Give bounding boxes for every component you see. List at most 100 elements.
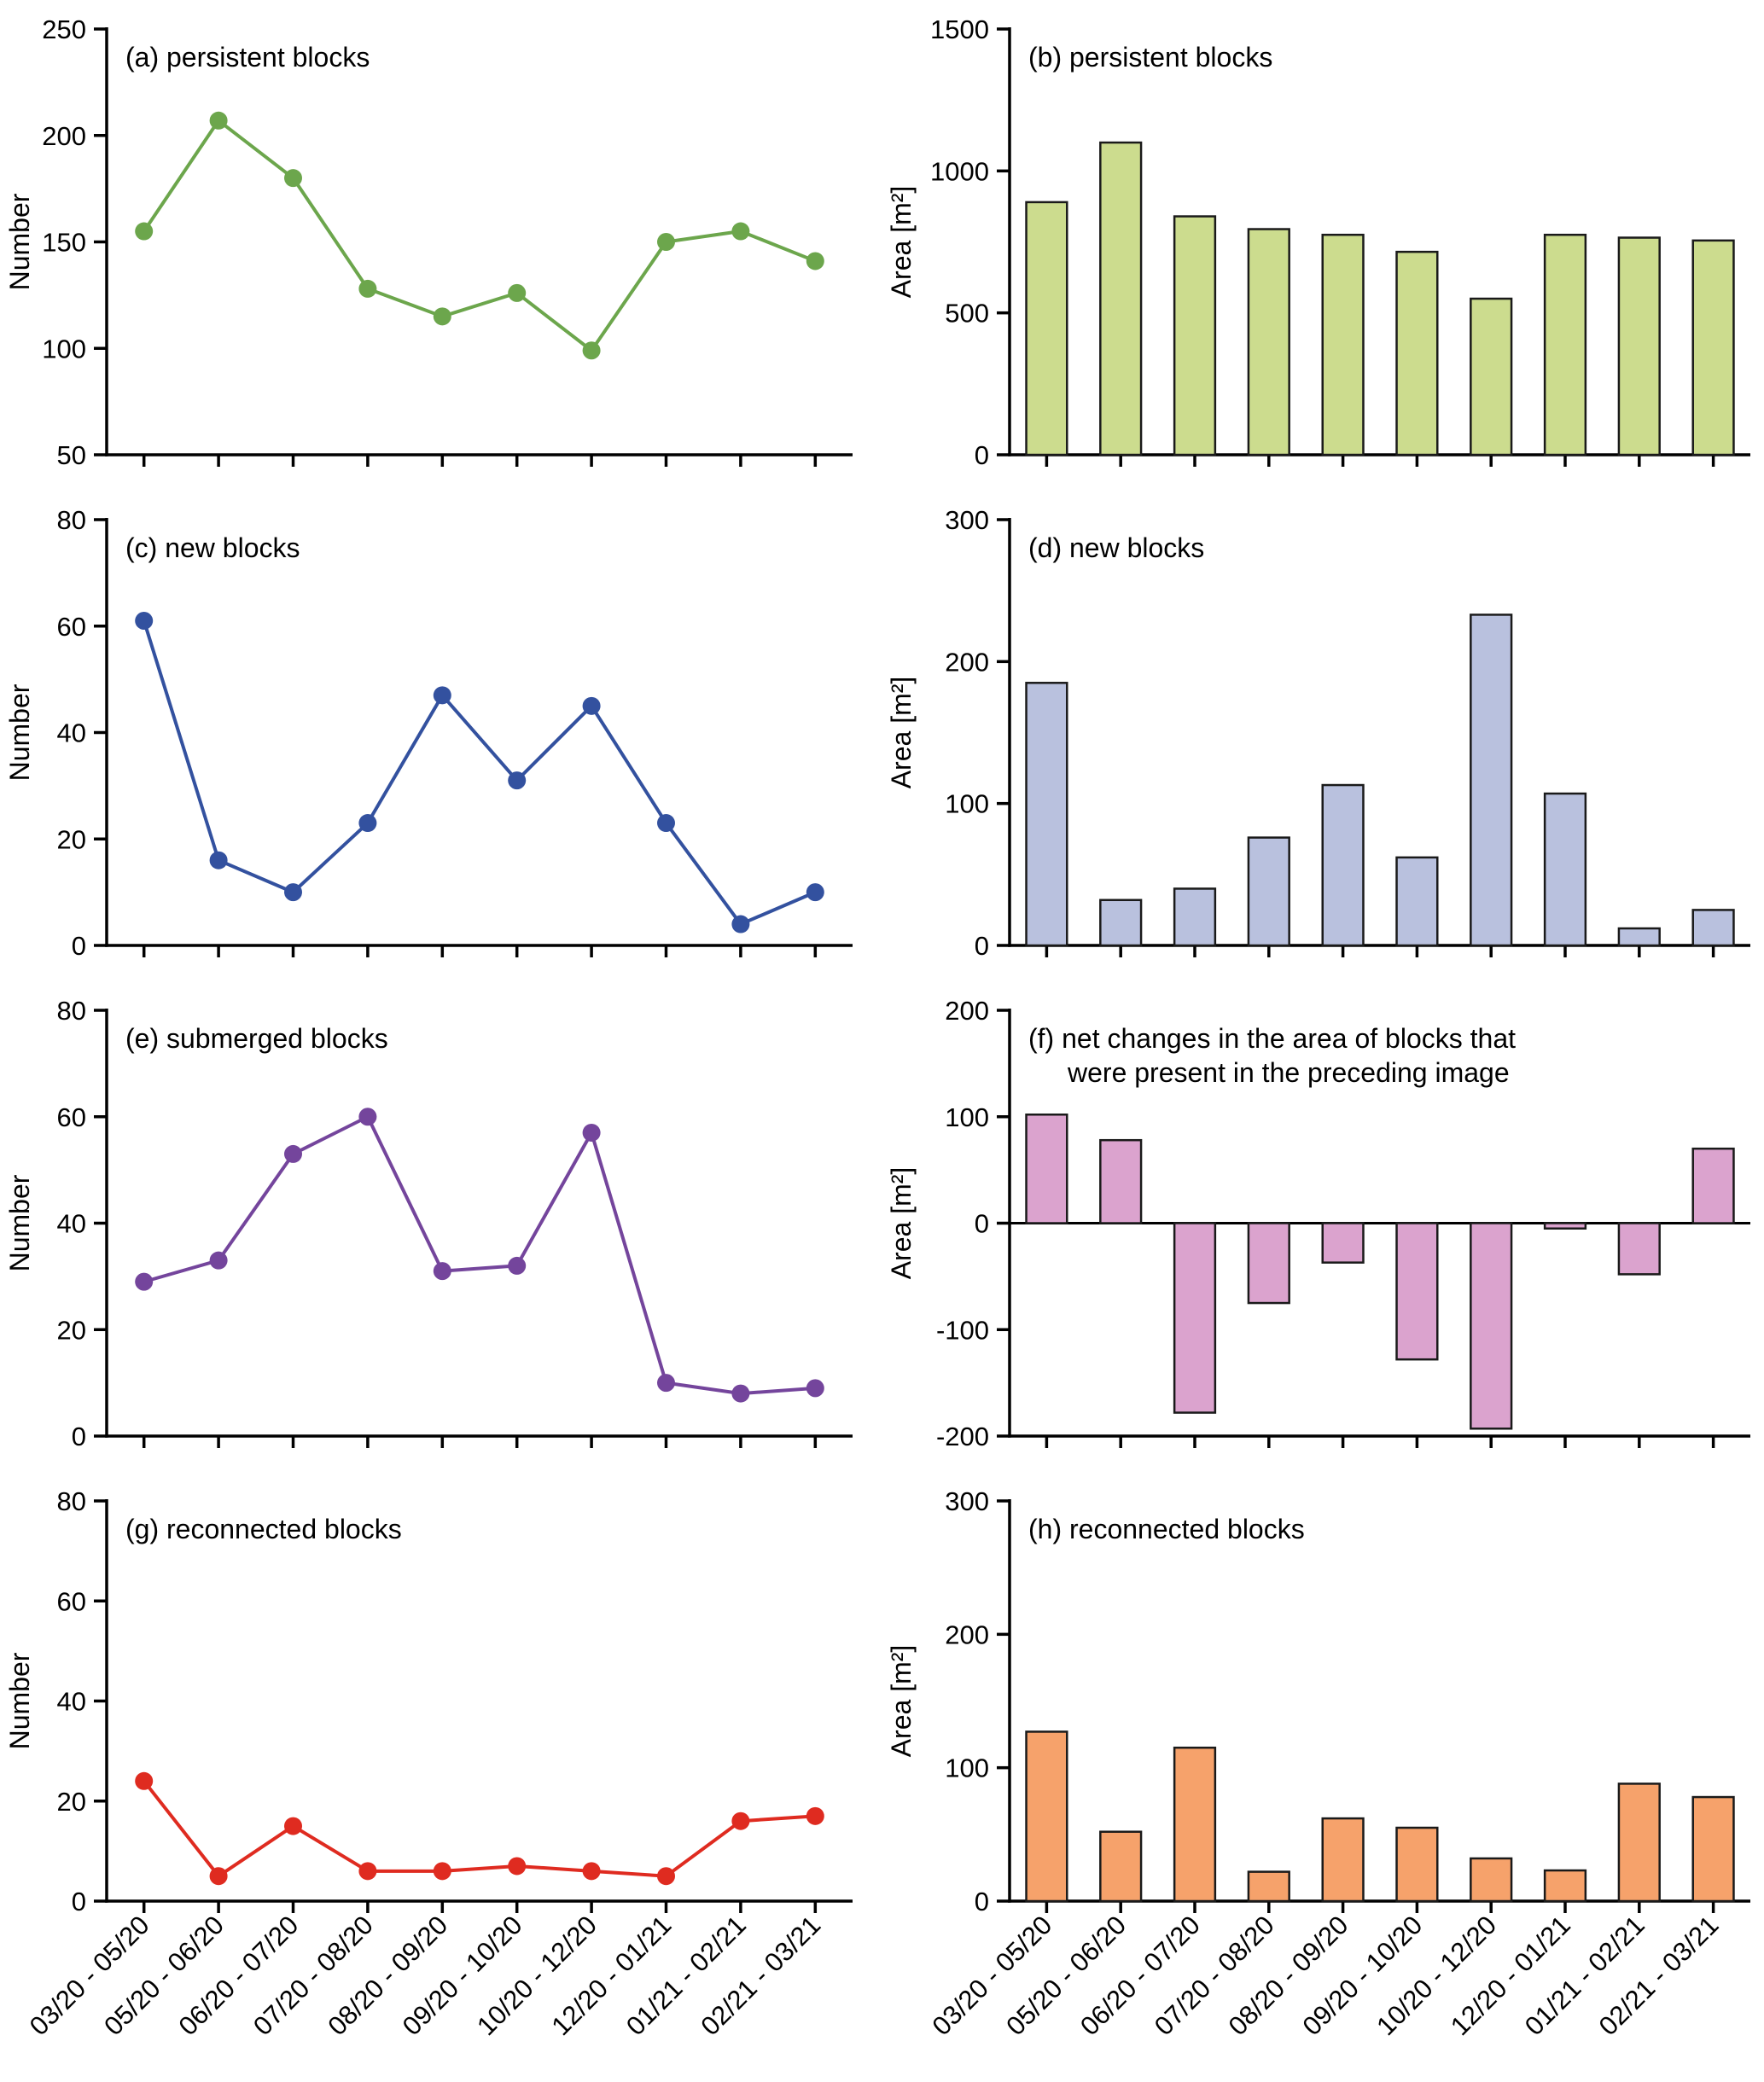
data-point-marker bbox=[582, 341, 601, 360]
y-tick-label: 20 bbox=[57, 1315, 86, 1345]
bar bbox=[1543, 1869, 1587, 1903]
data-point-marker bbox=[731, 1384, 750, 1403]
panel-e-submerged-blocks-number: 0 20 40 60 80 Number (e) submerged blocks bbox=[0, 981, 882, 1472]
y-tick-label: 0 bbox=[975, 1887, 989, 1916]
data-point-marker bbox=[582, 1862, 601, 1881]
y-tick-label: 40 bbox=[57, 1209, 86, 1239]
y-tick-label: 500 bbox=[945, 299, 989, 329]
data-point-marker bbox=[135, 1272, 154, 1291]
data-point-marker bbox=[657, 814, 675, 833]
data-point-marker bbox=[209, 1867, 228, 1886]
bar bbox=[1543, 792, 1587, 947]
panel-a-persistent-blocks-number: 50 100 150 200 250 Number (a) persistent block… bbox=[0, 0, 882, 491]
data-point-marker bbox=[731, 1812, 750, 1830]
data-point-marker bbox=[433, 307, 451, 326]
y-tick-label: 0 bbox=[975, 1209, 989, 1239]
bar bbox=[1617, 236, 1661, 457]
data-point-marker bbox=[731, 915, 750, 933]
bar bbox=[1247, 228, 1290, 457]
chart-f-svg: -200 -100 0 100 200 Area [m²] (f) net changes … bbox=[886, 996, 1750, 1451]
y-tick-label: 200 bbox=[945, 996, 989, 1026]
y-tick-label: 0 bbox=[72, 1887, 86, 1916]
y-axis-label: Area [m²] bbox=[886, 1645, 917, 1758]
data-point-marker bbox=[508, 771, 527, 790]
bar bbox=[1395, 1222, 1439, 1361]
panel-f-net-changes-area: -200 -100 0 100 200 Area [m²] (f) net changes … bbox=[882, 981, 1764, 1472]
data-point-marker bbox=[657, 233, 675, 251]
bar bbox=[1470, 1222, 1513, 1430]
chart-c-svg: 0 20 40 60 80 Number (c) new blocks bbox=[4, 505, 853, 961]
panel-h-reconnected-blocks-area: 0 100 200 300 03/20 - 05/20 05/20 - 06/20 06/2… bbox=[882, 1472, 1764, 2082]
chart-e-svg: 0 20 40 60 80 Number (e) submerged blocks bbox=[4, 996, 853, 1451]
bar bbox=[1321, 233, 1365, 457]
bar bbox=[1173, 1222, 1217, 1414]
bar bbox=[1691, 909, 1735, 947]
data-point-marker bbox=[358, 279, 377, 298]
y-axis-label: Area [m²] bbox=[886, 1167, 917, 1280]
panel-c-new-blocks-number: 0 20 40 60 80 Number (c) new blocks bbox=[0, 491, 882, 981]
data-point-marker bbox=[358, 1862, 377, 1881]
bar bbox=[1617, 1782, 1661, 1903]
y-tick-label: 60 bbox=[57, 1102, 86, 1132]
bar bbox=[1470, 1857, 1513, 1903]
y-tick-label: 300 bbox=[945, 505, 989, 535]
bar bbox=[1321, 1817, 1365, 1903]
data-point-marker bbox=[135, 222, 154, 241]
bar bbox=[1321, 1222, 1365, 1264]
bar bbox=[1470, 614, 1513, 947]
data-point-marker bbox=[209, 1251, 228, 1270]
chart-d-svg: 0 100 200 300 Area [m²] (d) new blocks bbox=[886, 505, 1750, 961]
panel-g-reconnected-blocks-number: 0 20 40 60 80 03/20 - 05/20 05/20 - 06/20 06/20… bbox=[0, 1472, 882, 2082]
data-point-marker bbox=[135, 612, 154, 631]
y-axis-label: Number bbox=[4, 1652, 35, 1749]
y-tick-label: 0 bbox=[975, 440, 989, 470]
chart-title: (e) submerged blocks bbox=[125, 1023, 388, 1054]
bar bbox=[1470, 297, 1513, 457]
chart-title: (h) reconnected blocks bbox=[1028, 1514, 1305, 1544]
bar bbox=[1247, 836, 1290, 947]
y-axis-label: Area [m²] bbox=[886, 677, 917, 789]
y-tick-label: 50 bbox=[57, 440, 86, 470]
y-tick-label: 40 bbox=[57, 718, 86, 748]
data-point-marker bbox=[806, 1379, 824, 1398]
bar bbox=[1099, 899, 1143, 947]
data-point-marker bbox=[731, 222, 750, 241]
bar bbox=[1025, 201, 1068, 457]
bar bbox=[1099, 1138, 1143, 1224]
bar bbox=[1691, 1795, 1735, 1903]
chart-title: (a) persistent blocks bbox=[125, 42, 370, 73]
y-tick-label: 60 bbox=[57, 1586, 86, 1616]
bar bbox=[1247, 1222, 1290, 1305]
y-tick-label: 150 bbox=[42, 228, 86, 258]
y-tick-label: 80 bbox=[57, 996, 86, 1026]
data-point-marker bbox=[508, 1857, 527, 1876]
chart-title: (c) new blocks bbox=[125, 532, 300, 563]
y-tick-label: 20 bbox=[57, 824, 86, 854]
bar bbox=[1025, 1730, 1068, 1903]
y-tick-label: -100 bbox=[936, 1315, 989, 1345]
bar bbox=[1173, 887, 1217, 947]
y-tick-label: -200 bbox=[936, 1422, 989, 1451]
data-point-marker bbox=[284, 883, 302, 902]
data-point-marker bbox=[135, 1771, 154, 1790]
bar bbox=[1247, 1870, 1290, 1903]
chart-title: (f) net changes in the area of blocks th… bbox=[1028, 1023, 1516, 1054]
y-tick-label: 200 bbox=[42, 121, 86, 151]
data-point-marker bbox=[284, 1144, 302, 1163]
bar bbox=[1173, 1746, 1217, 1903]
line-series bbox=[142, 1114, 818, 1396]
data-point-marker bbox=[806, 1806, 824, 1825]
bar bbox=[1617, 1222, 1661, 1276]
data-point-marker bbox=[582, 696, 601, 715]
bar bbox=[1691, 239, 1735, 457]
bar bbox=[1543, 233, 1587, 457]
data-point-marker bbox=[358, 814, 377, 833]
data-point-marker bbox=[806, 252, 824, 270]
y-tick-label: 200 bbox=[945, 647, 989, 677]
data-point-marker bbox=[806, 883, 824, 902]
bar bbox=[1617, 927, 1661, 947]
chart-title: (g) reconnected blocks bbox=[125, 1514, 402, 1544]
y-tick-label: 100 bbox=[945, 1102, 989, 1132]
